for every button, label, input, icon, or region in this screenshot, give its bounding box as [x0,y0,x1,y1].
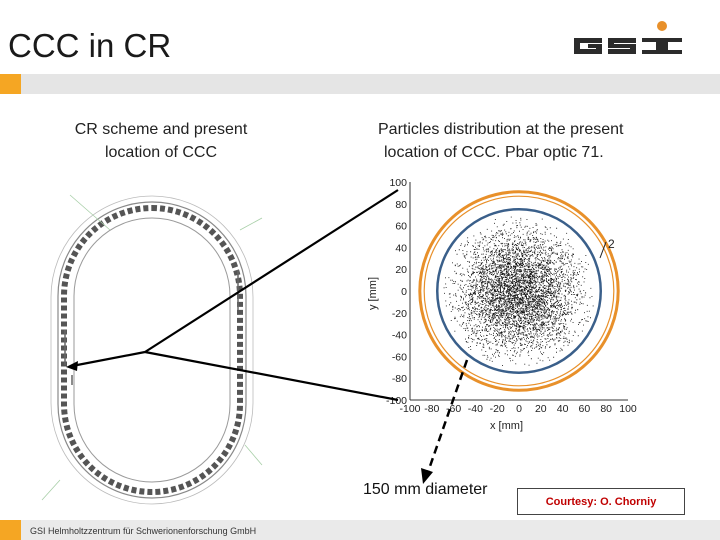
courtesy-box: Courtesy: O. Chorniy [517,488,685,515]
footer-accent-bar [0,520,21,540]
x-tick-label: 40 [557,403,569,415]
right-caption-line-1: Particles distribution at the present [378,121,624,138]
x-tick-label: 60 [579,403,591,415]
left-caption-line-1: CR scheme and present [74,121,248,138]
y-tick-label: 80 [395,199,407,211]
slide-title: CCC in CR [8,27,172,64]
left-caption-line-2: location of CCC [104,144,218,161]
y-axis-label: y [mm] [367,277,379,310]
x-tick-label: 0 [516,403,522,415]
ccc-circle [436,208,602,374]
diameter-label: 150 mm diameter [363,481,488,498]
x-tick-label: 100 [619,403,637,415]
x-axis-label: x [mm] [490,420,523,432]
particle-cloud [443,216,594,366]
footer-text: GSI Helmholtzzentrum für Schwerionenfors… [30,526,257,536]
annotation-pointer [599,241,607,259]
chart-annotation: 2 [608,237,615,251]
particle-points [443,216,594,366]
header-accent-bar [0,74,21,94]
right-caption-line-2: location of CCC. Pbar optic 71. [384,144,604,161]
x-tick-label: -20 [490,403,505,415]
y-tick-label: -60 [392,351,407,363]
y-tick-label: -80 [392,373,407,385]
y-tick-label: 20 [395,264,407,276]
gsi-logo [574,21,682,54]
right-caption: Particles distribution at the present lo… [378,118,678,164]
cr-ring-scheme-image [41,194,263,505]
left-caption: CR scheme and present location of CCC [66,118,256,164]
x-tick-label: 80 [600,403,612,415]
x-tick-label: -40 [468,403,483,415]
footer-bar [21,520,720,540]
x-tick-labels: -100 -80 -60 -40 -20 0 20 40 60 80 100 [399,403,636,415]
y-tick-label: 60 [395,221,407,233]
x-tick-label: -80 [424,403,439,415]
x-tick-label: 20 [535,403,547,415]
aperture-circle [418,190,620,392]
aperture-circle-inner [423,195,615,387]
y-tick-label: -40 [392,330,407,342]
y-tick-label: -20 [392,308,407,320]
y-tick-label: 100 [389,177,407,189]
y-tick-label: 0 [401,286,407,298]
header-divider-bar [21,74,720,94]
y-tick-label: 40 [395,242,407,254]
x-tick-label: -60 [446,403,461,415]
x-tick-label: -100 [399,403,420,415]
